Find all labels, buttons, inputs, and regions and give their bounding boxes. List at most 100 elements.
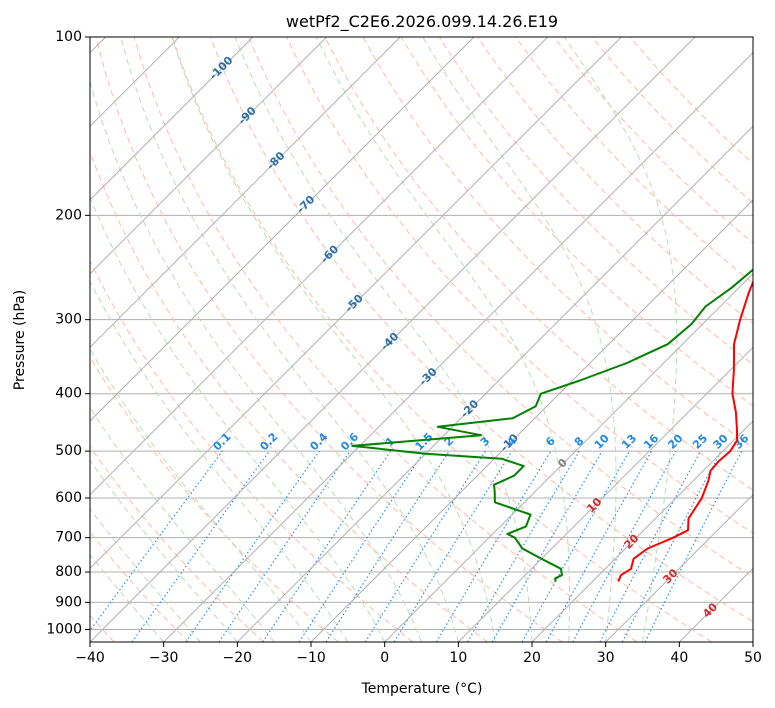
x-tick-label: 50: [744, 650, 762, 666]
mixing-ratio-line: [545, 450, 653, 642]
dry-adiabat: [553, 37, 753, 244]
mixing-ratio-line: [218, 450, 351, 642]
dry-adiabat: [90, 531, 190, 642]
dry-adiabat: [477, 37, 753, 325]
y-tick-label: 700: [55, 530, 82, 546]
isotherm-line: [163, 51, 753, 642]
isotherm-line: [90, 37, 549, 496]
isotherm-line: [605, 493, 753, 642]
mixing-ratio-line: [185, 450, 320, 642]
x-tick-label: −40: [75, 650, 105, 666]
y-axis-label: Pressure (hPa): [12, 290, 28, 390]
mixing-ratio-label: 16: [641, 431, 661, 451]
y-tick-label: 400: [55, 386, 82, 402]
dry-adiabat: [133, 37, 638, 642]
moist-adiabat: [90, 79, 422, 642]
dewpoint-profile: [351, 268, 753, 582]
moist-adiabat: [90, 459, 238, 642]
x-tick-label: −10: [296, 650, 326, 666]
x-axis-label: Temperature (°C): [361, 681, 483, 697]
x-tick-label: 20: [523, 650, 541, 666]
mixing-ratio-line: [467, 450, 580, 642]
mixing-ratio-line: [131, 450, 270, 642]
isotherm-line: [90, 37, 475, 422]
mixing-ratio-label: 30: [711, 431, 731, 451]
isotherm-line: [310, 199, 753, 642]
dry-adiabat: [515, 37, 753, 284]
x-tick-label: 10: [449, 650, 467, 666]
mixing-ratio-label: 3: [478, 434, 493, 449]
isotherm-line: [90, 37, 401, 349]
mixing-ratio-label: 13: [619, 432, 639, 452]
y-tick-label: 900: [55, 594, 82, 610]
dry-adiabat: [90, 356, 339, 642]
y-tick-label: 600: [55, 490, 82, 506]
moist-adiabat: [315, 37, 570, 642]
moist-adiabat: [90, 406, 275, 642]
dry-adiabat: [591, 37, 753, 204]
dry-adiabat: [95, 37, 563, 642]
moist-adiabat: [563, 37, 678, 642]
mixing-ratio-line: [521, 450, 630, 642]
dry-adiabat: [171, 37, 712, 642]
mixing-ratio-label: 36: [731, 431, 751, 451]
mixing-ratio-label: 0.6: [338, 430, 361, 453]
y-tick-label: 500: [55, 443, 82, 459]
x-tick-label: −20: [223, 650, 253, 666]
mixing-ratio-label: 1.5: [413, 430, 436, 453]
y-tick-label: 300: [55, 312, 82, 328]
mixing-ratio-line: [644, 450, 743, 642]
dry-adiabat: [90, 259, 414, 642]
mixing-ratio-line: [572, 450, 677, 642]
moist-adiabat: [120, 37, 459, 642]
mixing-ratio-line: [90, 450, 223, 632]
dry-adiabat: [324, 37, 753, 491]
x-tick-label: 0: [380, 650, 389, 666]
isotherm-line: [384, 272, 753, 642]
isopleth-labels: -100-90-80-70-60-50-40-30-20-10010203040…: [207, 54, 752, 621]
y-tick-label: 100: [55, 29, 82, 45]
mixing-ratio-label: 0.2: [257, 430, 280, 453]
x-tick-label: 30: [597, 650, 615, 666]
chart-title: wetPf2_C2E6.2026.099.14.26.E19: [286, 12, 558, 32]
plot-frame: [89, 36, 754, 643]
profile-lines: [351, 268, 753, 582]
mixing-ratio-line: [393, 450, 513, 642]
mixing-ratio-label: 0.4: [307, 430, 330, 453]
mixing-ratio-line: [298, 450, 425, 642]
mixing-ratio-label: 20: [665, 431, 685, 451]
dry-adiabat: [210, 37, 753, 623]
isotherm-line: [90, 37, 328, 275]
y-axis-ticks: 100 200 300 400 500 600 700 800 900 1000: [46, 29, 90, 637]
isotherm-line: [90, 37, 254, 201]
moist-adiabat: [171, 37, 496, 642]
moist-adiabat: [90, 507, 201, 642]
temperature-profile: [617, 279, 753, 582]
y-tick-label: 1000: [46, 621, 82, 637]
isotherm-line: [531, 420, 753, 642]
moist-adiabat: [90, 195, 386, 642]
isotherm-line: [90, 37, 622, 570]
dry-adiabat: [286, 37, 753, 534]
dry-adiabat: [248, 37, 753, 578]
mixing-ratio-label: 8: [572, 434, 587, 449]
x-tick-label: 40: [670, 650, 688, 666]
mixing-ratio-label: 10: [592, 431, 612, 451]
mixing-ratio-line: [262, 450, 392, 642]
y-tick-label: 800: [55, 564, 82, 580]
mixing-ratio-label: 0.1: [211, 430, 234, 453]
mixing-ratio-line: [325, 450, 450, 642]
isotherm-line: [236, 125, 753, 642]
x-tick-label: −30: [149, 650, 179, 666]
dry-adiabat: [90, 445, 264, 642]
moist-adiabat: [90, 348, 312, 642]
mixing-ratio-label: 6: [543, 434, 558, 449]
mixing-ratio-label: 25: [690, 432, 710, 452]
x-axis-ticks: −40 −30 −20 −10 0 10 20 30 40 50: [75, 642, 762, 666]
dry-adiabat: [90, 150, 488, 642]
isotherm-line: [752, 641, 753, 642]
mixing-ratio-line: [364, 450, 486, 642]
y-tick-label: 200: [55, 207, 82, 223]
